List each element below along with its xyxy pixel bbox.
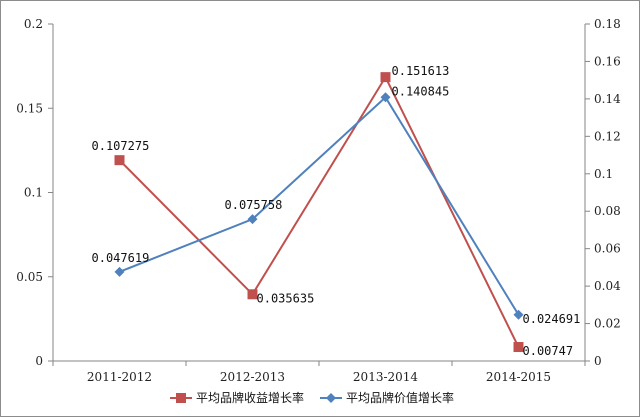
- x-tick-label: 2012-2013: [220, 370, 285, 384]
- right-tick-label: 0.1: [594, 167, 613, 181]
- data-label: 0.151613: [392, 64, 450, 78]
- left-tick-label: 0.2: [24, 17, 43, 31]
- series-2-point: [247, 214, 258, 225]
- left-tick-label: 0.05: [16, 270, 43, 284]
- x-tick-label: 2011-2012: [87, 370, 152, 384]
- series-1-point: [114, 155, 125, 166]
- right-tick-label: 0.14: [594, 92, 621, 106]
- right-tick-label: 0.18: [594, 17, 621, 31]
- right-tick-label: 0.16: [594, 54, 621, 68]
- series-1-point: [513, 342, 524, 353]
- data-label: 0.107275: [92, 139, 150, 153]
- legend-item-1: 平均品牌收益增长率: [170, 390, 304, 405]
- data-label: 0.00747: [523, 344, 574, 358]
- left-tick-label: 0.15: [16, 101, 43, 115]
- left-tick-label: 0: [35, 354, 43, 368]
- right-tick-label: 0.12: [594, 129, 621, 143]
- data-labels: 0.107275 0.035635 0.151613 0.00747 0.047619 0…: [92, 64, 581, 358]
- series-layer: [114, 72, 524, 353]
- data-label: 0.035635: [257, 291, 315, 305]
- right-tick-label: 0.02: [594, 317, 621, 331]
- series-2-point: [114, 266, 125, 277]
- series-2-point: [380, 92, 391, 103]
- legend: 平均品牌收益增长率 平均品牌价值增长率: [170, 390, 454, 405]
- right-tick-label: 0.08: [594, 204, 621, 218]
- legend-item-2: 平均品牌价值增长率: [320, 390, 454, 405]
- data-label: 0.140845: [392, 84, 450, 98]
- series-2-point: [513, 309, 524, 320]
- x-tick-label: 2013-2014: [353, 370, 418, 384]
- left-tick-label: 0.1: [24, 186, 43, 200]
- axes: 0 0.05 0.1 0.15 0.2 0 0.02 0.04 0.06 0.08 0.1 0.12 0…: [16, 17, 621, 384]
- data-label: 0.047619: [92, 251, 150, 265]
- legend-label: 平均品牌收益增长率: [196, 390, 304, 405]
- legend-marker: [326, 393, 336, 403]
- series-line-1: [118, 75, 520, 348]
- series-1-point: [380, 72, 391, 83]
- legend-label: 平均品牌价值增长率: [346, 390, 454, 405]
- data-label: 0.075758: [225, 198, 283, 212]
- right-tick-label: 0.04: [594, 279, 621, 293]
- x-tick-label: 2014-2015: [486, 370, 551, 384]
- series-line-2: [119, 95, 520, 316]
- data-label: 0.024691: [523, 312, 581, 326]
- legend-marker: [176, 393, 186, 403]
- series-1-point: [247, 289, 258, 300]
- right-tick-label: 0.06: [594, 242, 621, 256]
- right-tick-label: 0: [594, 354, 602, 368]
